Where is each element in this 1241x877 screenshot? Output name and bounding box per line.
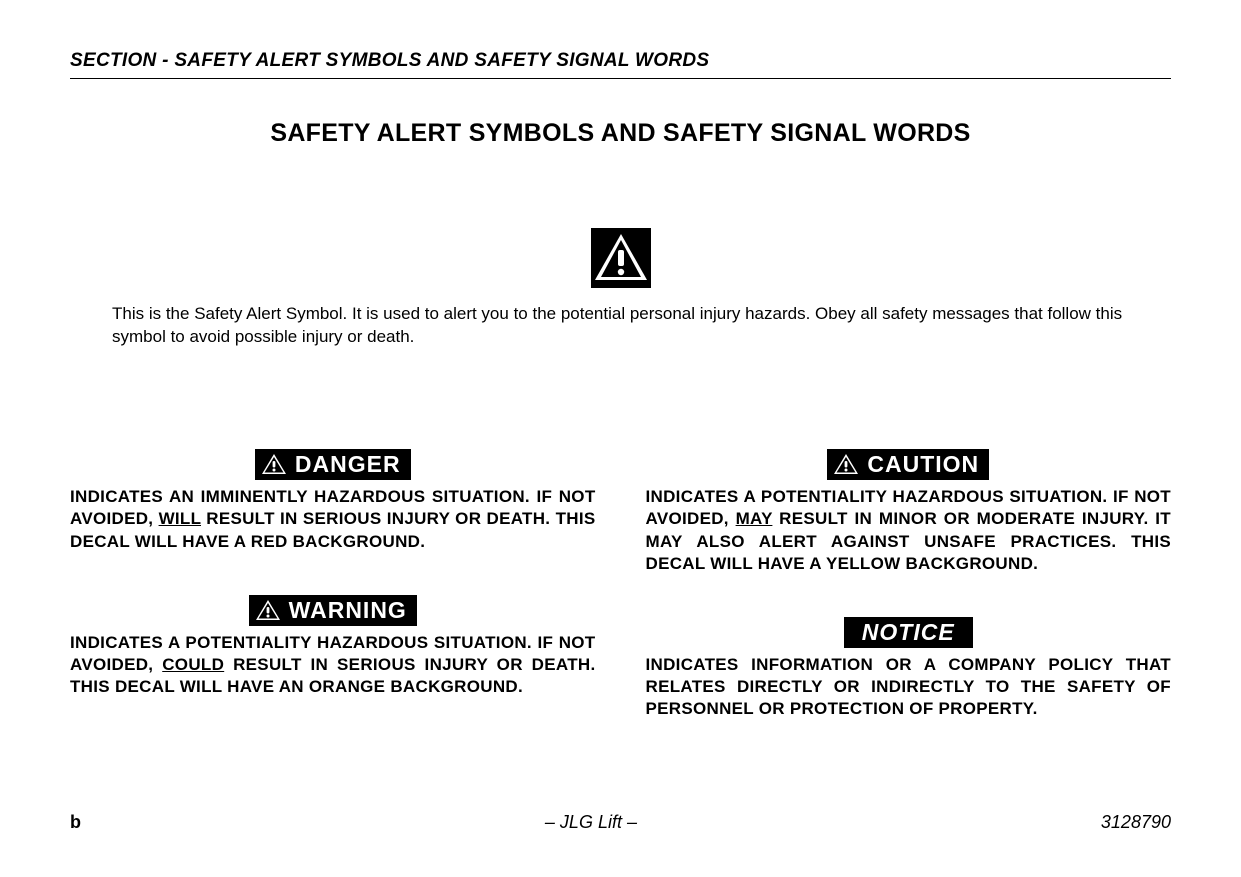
danger-label-text: DANGER: [295, 451, 401, 478]
right-column: CAUTION INDICATES A POTENTIALITY HAZARDO…: [646, 449, 1172, 762]
alert-triangle-icon: [833, 453, 859, 475]
alert-triangle-icon: [261, 453, 287, 475]
caution-label-text: CAUTION: [867, 451, 979, 478]
caution-block: CAUTION INDICATES A POTENTIALITY HAZARDO…: [646, 449, 1172, 575]
warning-body: INDICATES A POTENTIALITY HAZARDOUS SITUA…: [70, 632, 596, 698]
caution-label: CAUTION: [827, 449, 989, 480]
notice-label: NOTICE: [844, 617, 973, 648]
footer-center: – JLG Lift –: [545, 812, 637, 833]
warning-label: WARNING: [249, 595, 417, 626]
main-title: SAFETY ALERT SYMBOLS AND SAFETY SIGNAL W…: [70, 119, 1171, 148]
left-column: DANGER INDICATES AN IMMINENTLY HAZARDOUS…: [70, 449, 596, 762]
danger-block: DANGER INDICATES AN IMMINENTLY HAZARDOUS…: [70, 449, 596, 553]
signal-columns: DANGER INDICATES AN IMMINENTLY HAZARDOUS…: [70, 449, 1171, 762]
alert-symbol-block: [70, 228, 1171, 293]
safety-alert-icon: [591, 228, 651, 288]
caution-body: INDICATES A POTENTIALITY HAZARDOUS SITUA…: [646, 486, 1172, 574]
warning-block: WARNING INDICATES A POTENTIALITY HAZARDO…: [70, 595, 596, 699]
danger-label: DANGER: [255, 449, 411, 480]
danger-body: INDICATES AN IMMINENTLY HAZARDOUS SITUAT…: [70, 486, 596, 552]
alert-triangle-icon: [255, 599, 281, 621]
notice-body: INDICATES INFORMATION OR A COMPANY POLIC…: [646, 654, 1172, 720]
intro-text: This is the Safety Alert Symbol. It is u…: [112, 303, 1129, 349]
section-header: SECTION - SAFETY ALERT SYMBOLS AND SAFET…: [70, 50, 1171, 79]
notice-block: NOTICE INDICATES INFORMATION OR A COMPAN…: [646, 617, 1172, 720]
footer-doc-number: 3128790: [1101, 812, 1171, 833]
footer: b – JLG Lift – 3128790: [70, 812, 1171, 833]
warning-label-text: WARNING: [289, 597, 407, 624]
notice-label-text: NOTICE: [862, 619, 955, 646]
page: SECTION - SAFETY ALERT SYMBOLS AND SAFET…: [0, 0, 1241, 877]
footer-page-letter: b: [70, 812, 81, 833]
